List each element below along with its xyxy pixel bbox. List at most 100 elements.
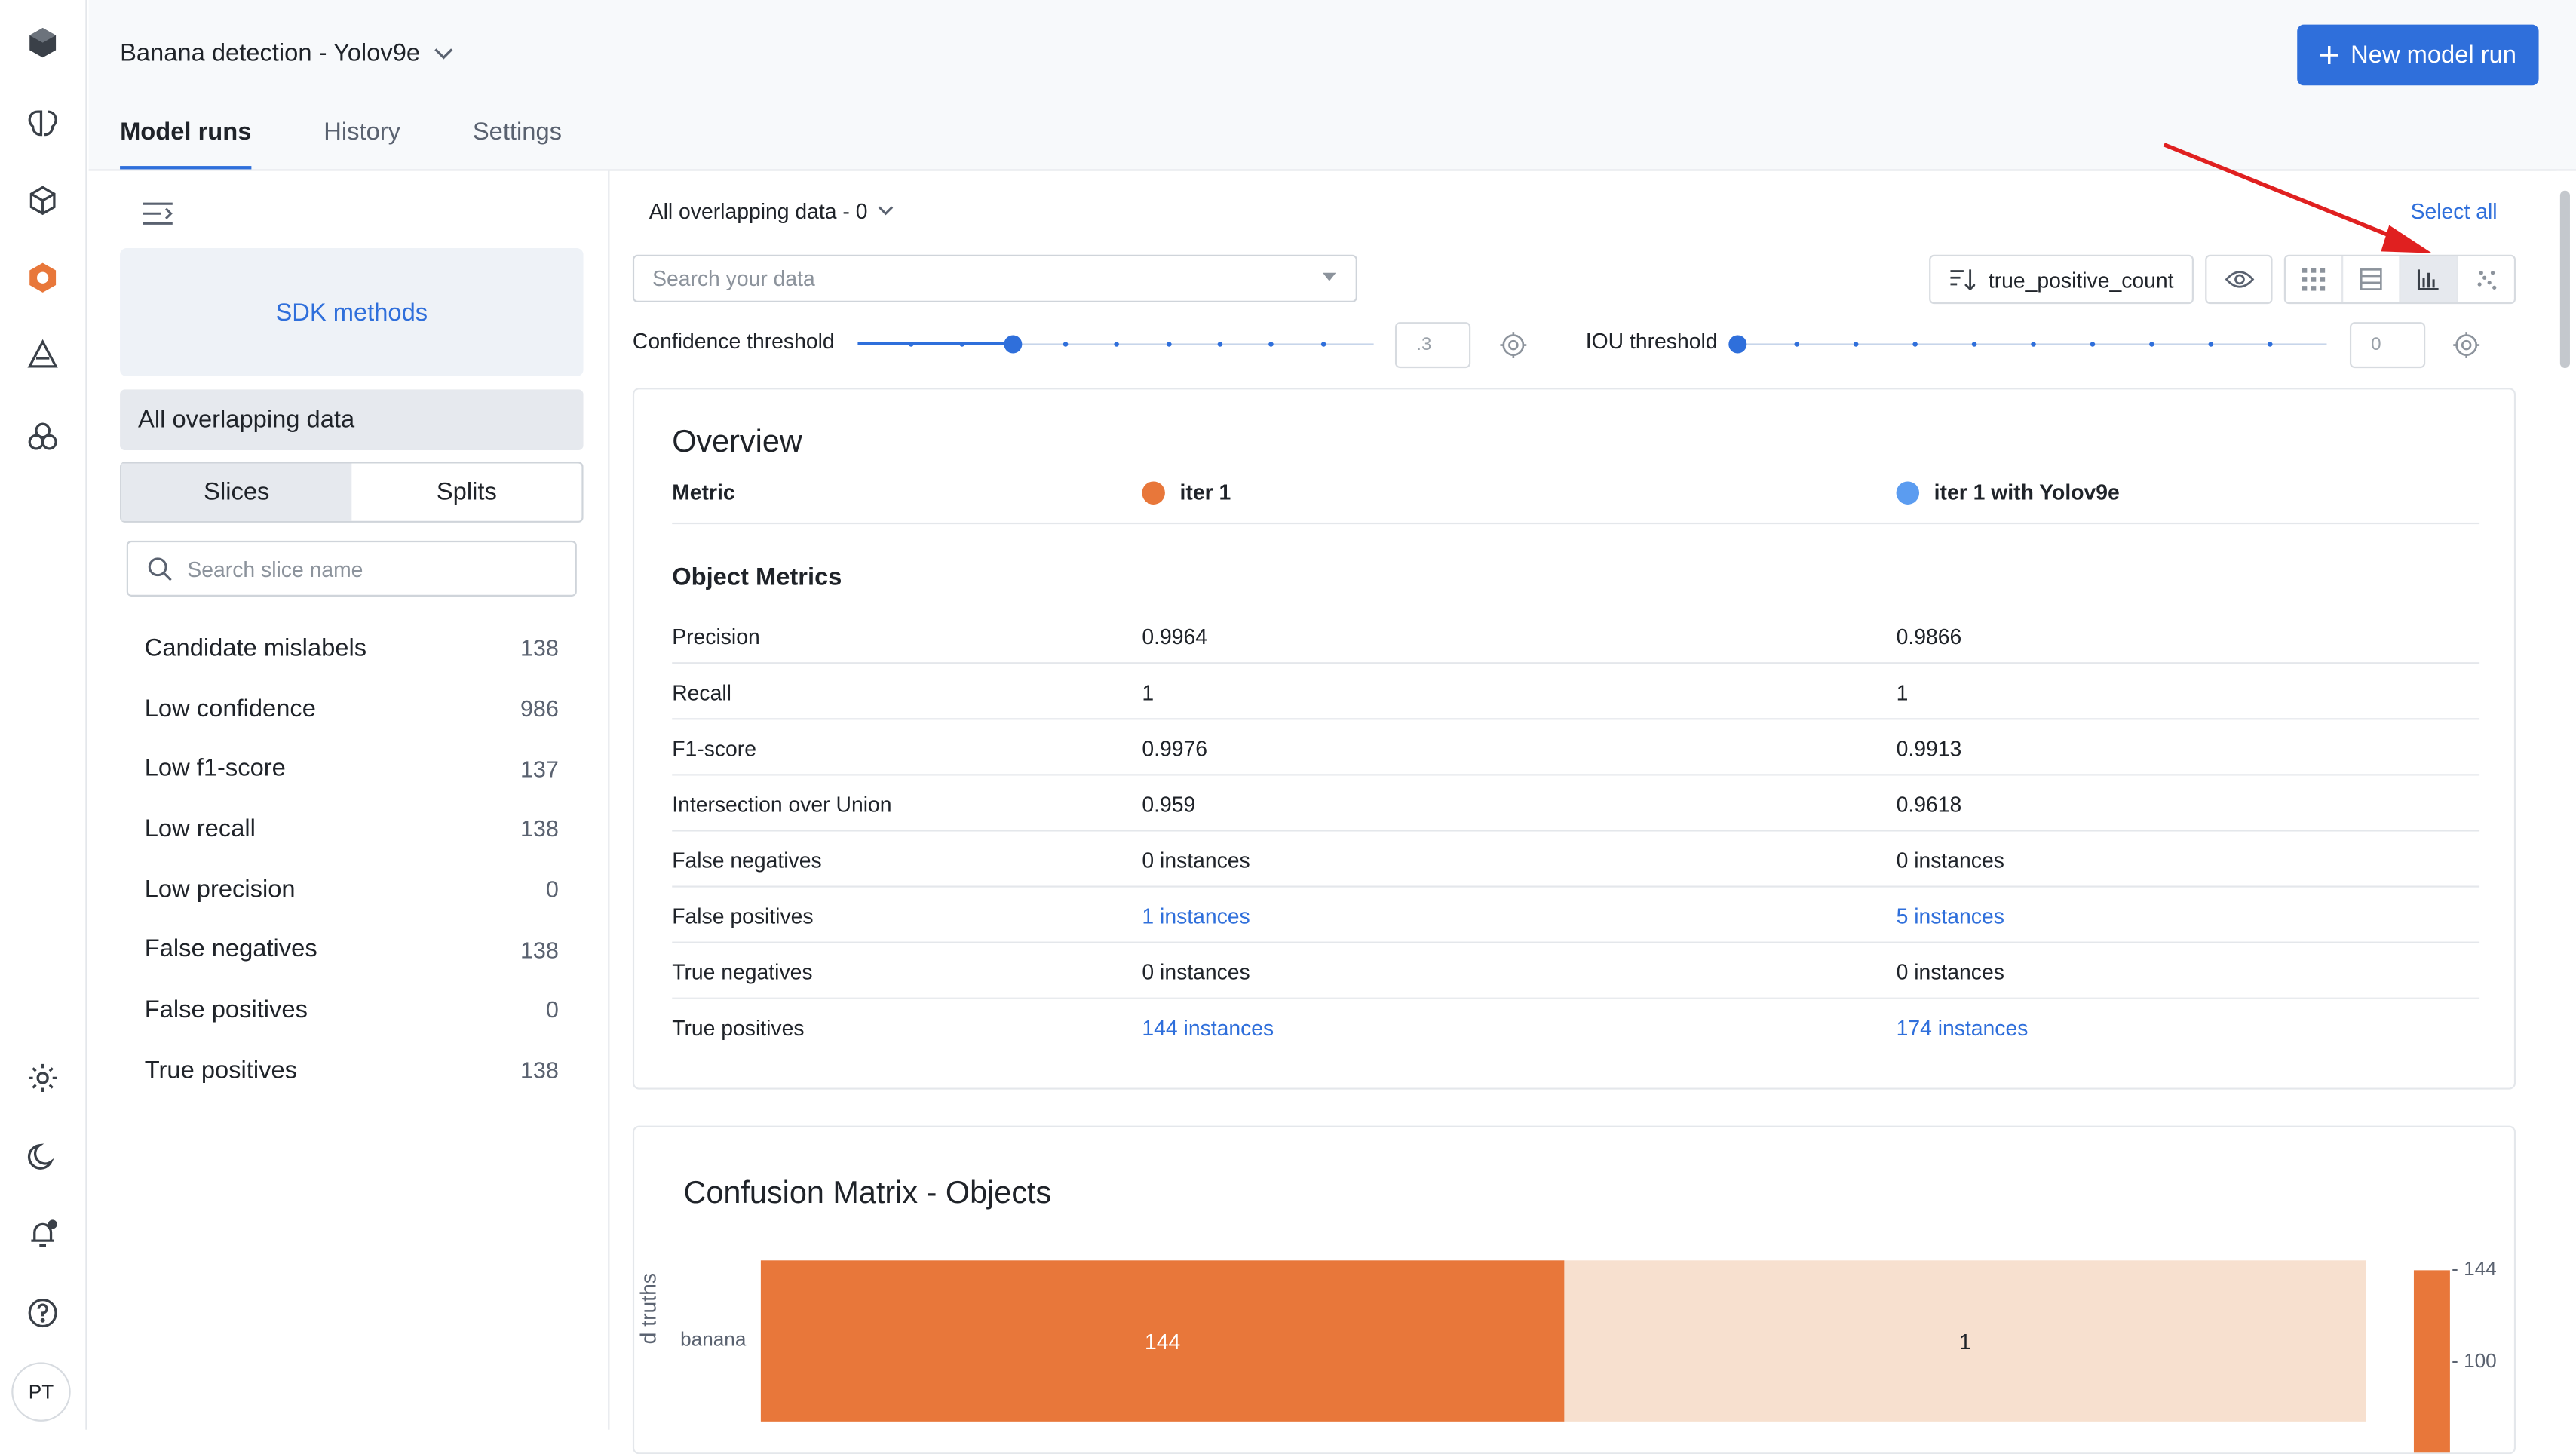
tab-history[interactable]: History — [324, 118, 400, 146]
brain-icon[interactable] — [23, 103, 63, 143]
confusion-row-label: banana — [680, 1327, 747, 1351]
avatar[interactable]: PT — [11, 1362, 71, 1422]
list-item[interactable]: Low recall 138 — [145, 799, 559, 859]
false-positives-link-b[interactable]: 5 instances — [1896, 903, 2004, 929]
grid-view-button[interactable] — [2286, 256, 2344, 302]
confusion-cell[interactable]: 1 — [1564, 1260, 2366, 1422]
workflow-icon[interactable] — [23, 336, 63, 375]
table-row: False negatives 0 instances 0 instances — [672, 832, 2480, 888]
list-item[interactable]: Low confidence 986 — [145, 678, 559, 738]
gear-icon[interactable] — [1498, 330, 1528, 360]
confusion-cell[interactable]: 144 — [760, 1260, 1565, 1422]
collapse-sidebar-icon[interactable] — [141, 201, 174, 227]
search-icon — [148, 557, 172, 581]
data-filter-label: All overlapping data - 0 — [649, 198, 868, 224]
dataset-icon[interactable] — [23, 181, 63, 220]
confidence-slider-handle[interactable] — [1004, 335, 1023, 354]
metric-name: Intersection over Union — [672, 792, 892, 817]
logo-icon[interactable] — [23, 23, 63, 63]
sort-button[interactable]: true_positive_count — [1929, 254, 2194, 305]
slice-count: 138 — [520, 936, 559, 963]
confidence-value-input[interactable]: .3 — [1394, 322, 1471, 369]
main-content: All overlapping data - 0 Select all Sear… — [609, 171, 2556, 1454]
slider-step — [959, 342, 965, 347]
visibility-button[interactable] — [2205, 254, 2273, 305]
slice-label: Low precision — [144, 875, 296, 903]
slice-label: Low confidence — [144, 694, 316, 722]
scrollbar[interactable] — [2556, 170, 2576, 1430]
all-overlapping-data-item[interactable]: All overlapping data — [120, 389, 584, 451]
slice-search-placeholder: Search slice name — [187, 556, 363, 581]
table-row: True negatives 0 instances 0 instances — [672, 943, 2480, 999]
slices-panel: SDK methods All overlapping data Slices … — [88, 170, 610, 1430]
list-item[interactable]: False positives 0 — [145, 980, 559, 1040]
caret-down-icon — [1323, 272, 1336, 281]
slice-label: Low f1-score — [144, 754, 286, 783]
project-title: Banana detection - Yolov9e — [120, 39, 421, 68]
object-metrics-heading: Object Metrics — [672, 563, 842, 592]
metrics-view-button[interactable] — [2400, 256, 2458, 302]
metric-value-a: 0.959 — [1142, 792, 1196, 817]
table-row: F1-score 0.9976 0.9913 — [672, 719, 2480, 776]
slider-step — [908, 342, 914, 347]
slice-label: True positives — [144, 1056, 297, 1084]
run-a-color-dot — [1142, 481, 1165, 505]
metric-value-b: 1 — [1896, 680, 1909, 705]
run-a-header: iter 1 — [1142, 480, 1231, 505]
color-scale-tick: - 100 — [2452, 1348, 2497, 1373]
iou-value-input[interactable]: 0 — [2349, 322, 2426, 369]
scatter-view-button[interactable] — [2458, 256, 2514, 302]
nav-rail: PT — [0, 0, 87, 1430]
notifications-icon[interactable] — [23, 1214, 63, 1253]
iou-slider-handle[interactable] — [1728, 335, 1747, 354]
slice-label: False positives — [144, 995, 308, 1024]
tab-settings[interactable]: Settings — [472, 118, 562, 146]
segment-splits[interactable]: Splits — [436, 478, 497, 507]
data-filter-dropdown[interactable]: All overlapping data - 0 — [649, 198, 894, 224]
list-view-button[interactable] — [2343, 256, 2401, 302]
slider-step — [1114, 342, 1119, 347]
model-runs-icon[interactable] — [23, 258, 63, 297]
data-search-input[interactable]: Search your data — [632, 254, 1357, 302]
slice-search-input[interactable]: Search slice name — [126, 540, 577, 597]
slider-step — [1217, 342, 1223, 347]
list-item[interactable]: Low precision 0 — [145, 859, 559, 919]
header: Banana detection - Yolov9e Model runs Hi… — [88, 0, 2576, 171]
metric-value-a: 0.9976 — [1142, 736, 1208, 761]
integrations-icon[interactable] — [23, 417, 63, 456]
sort-label: true_positive_count — [1988, 267, 2174, 292]
dark-mode-icon[interactable] — [23, 1137, 63, 1176]
help-icon[interactable] — [23, 1293, 63, 1333]
project-selector[interactable]: Banana detection - Yolov9e — [120, 39, 453, 67]
settings-icon[interactable] — [23, 1058, 63, 1097]
slice-count: 138 — [520, 815, 559, 842]
slider-step — [1794, 342, 1800, 347]
confidence-threshold-slider[interactable] — [857, 335, 1374, 354]
tab-model-runs[interactable]: Model runs — [120, 118, 252, 170]
view-mode-toggle — [2283, 254, 2516, 305]
confidence-threshold-label: Confidence threshold — [632, 328, 835, 354]
gear-icon[interactable] — [2452, 330, 2481, 360]
list-item[interactable]: False negatives 138 — [145, 919, 559, 980]
true-positives-link-b[interactable]: 174 instances — [1896, 1015, 2029, 1041]
list-item[interactable]: Low f1-score 137 — [145, 738, 559, 799]
scrollbar-thumb[interactable] — [2559, 190, 2570, 369]
iou-threshold-slider[interactable] — [1728, 335, 2327, 354]
scatter-icon — [2477, 271, 2497, 290]
slider-step — [2208, 342, 2214, 347]
table-row: False positives 1 instances 5 instances — [672, 888, 2480, 943]
grid-icon — [2302, 268, 2326, 291]
true-positives-link-a[interactable]: 144 instances — [1142, 1015, 1274, 1041]
select-all-link[interactable]: Select all — [2410, 198, 2498, 224]
metric-name: Precision — [672, 624, 760, 649]
list-item[interactable]: True positives 138 — [145, 1040, 559, 1100]
false-positives-link-a[interactable]: 1 instances — [1142, 903, 1250, 929]
new-model-run-button[interactable]: New model run — [2297, 24, 2539, 86]
list-item[interactable]: Candidate mislabels 138 — [145, 618, 559, 678]
confusion-matrix-title: Confusion Matrix - Objects — [683, 1176, 1052, 1211]
segment-slices[interactable]: Slices — [121, 463, 352, 521]
sdk-methods-link[interactable]: SDK methods — [120, 248, 584, 376]
slice-count: 986 — [520, 695, 559, 722]
slice-count: 0 — [545, 996, 559, 1023]
